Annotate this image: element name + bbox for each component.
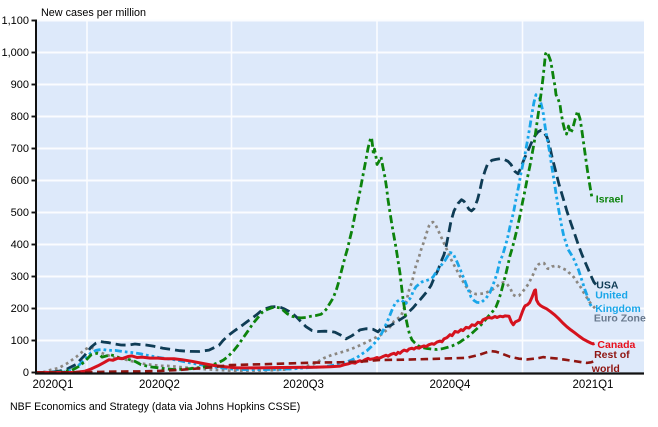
svg-text:2020Q4: 2020Q4 [430, 379, 472, 391]
svg-text:Kingdom: Kingdom [595, 303, 641, 315]
svg-text:NBF Economics and Strategy (da: NBF Economics and Strategy (data via Joh… [10, 401, 300, 413]
svg-text:1,100: 1,100 [1, 15, 29, 27]
svg-text:Euro Zone: Euro Zone [594, 313, 646, 325]
svg-text:900: 900 [11, 79, 29, 91]
svg-text:world: world [591, 363, 620, 375]
svg-text:2020Q1: 2020Q1 [33, 379, 74, 391]
svg-text:USA: USA [596, 280, 619, 292]
svg-text:United: United [595, 290, 628, 302]
svg-text:2020Q2: 2020Q2 [139, 379, 180, 391]
svg-text:0: 0 [23, 367, 29, 379]
svg-text:400: 400 [11, 239, 29, 251]
svg-text:600: 600 [11, 175, 29, 187]
svg-text:Canada: Canada [597, 339, 635, 351]
svg-text:200: 200 [11, 303, 29, 315]
svg-text:300: 300 [11, 271, 29, 283]
svg-text:2020Q3: 2020Q3 [283, 379, 324, 391]
svg-text:Israel: Israel [596, 194, 624, 206]
svg-text:Rest of: Rest of [594, 349, 630, 361]
svg-text:100: 100 [11, 335, 29, 347]
svg-text:700: 700 [11, 143, 29, 155]
svg-text:1,000: 1,000 [1, 47, 29, 59]
svg-text:800: 800 [11, 111, 29, 123]
svg-text:2021Q1: 2021Q1 [573, 379, 614, 391]
svg-text:New cases per million: New cases per million [41, 7, 146, 19]
svg-text:500: 500 [11, 207, 29, 219]
